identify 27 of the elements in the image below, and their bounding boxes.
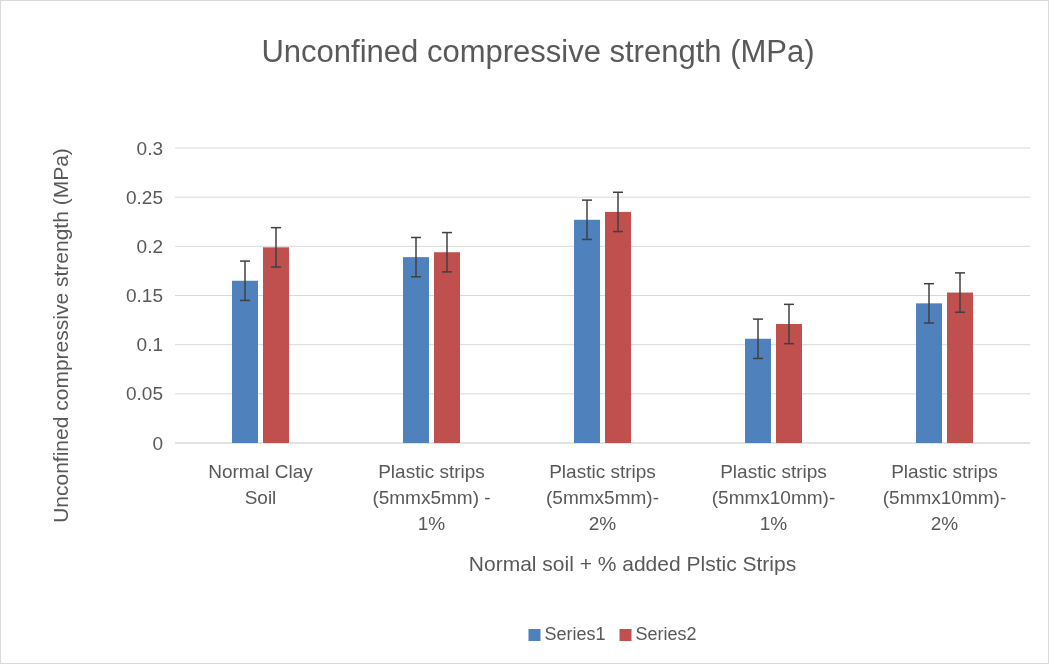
x-tick-label: Plastic strips (5mmx10mm)- 2% (882, 461, 1007, 534)
x-tick-label: Normal Clay Soil (208, 461, 314, 508)
bar (745, 338, 771, 443)
legend-label: Series1 (544, 624, 606, 644)
y-tick-label: 0.05 (126, 383, 163, 405)
x-axis-title: Normal soil + % added Plstic Strips (468, 552, 797, 575)
y-tick-label: 0.2 (136, 235, 163, 257)
bar (263, 247, 289, 443)
legend-label: Series2 (635, 624, 697, 644)
y-tick-label: 0.25 (126, 186, 163, 208)
bar (776, 324, 802, 443)
y-tick-label: 0.1 (136, 334, 163, 356)
bar (232, 280, 258, 443)
chart-title: Unconfined compressive strength (MPa) (261, 34, 815, 69)
bar (916, 303, 942, 443)
x-tick-label: Plastic strips (5mmx5mm) - 1% (372, 461, 491, 534)
bar (403, 257, 429, 443)
bar (574, 219, 600, 443)
x-tick-label: Plastic strips (5mmx5mm)- 2% (546, 461, 659, 534)
bar (434, 252, 460, 443)
bar (947, 292, 973, 443)
y-tick-label: 0.15 (126, 285, 163, 307)
y-tick-label: 0 (152, 432, 163, 454)
x-tick-label: Plastic strips (5mmx10mm)- 1% (711, 461, 836, 534)
y-tick-label: 0.3 (136, 137, 163, 159)
y-axis-title: Unconfined compressive strength (MPa) (49, 148, 72, 523)
bar (605, 211, 631, 443)
